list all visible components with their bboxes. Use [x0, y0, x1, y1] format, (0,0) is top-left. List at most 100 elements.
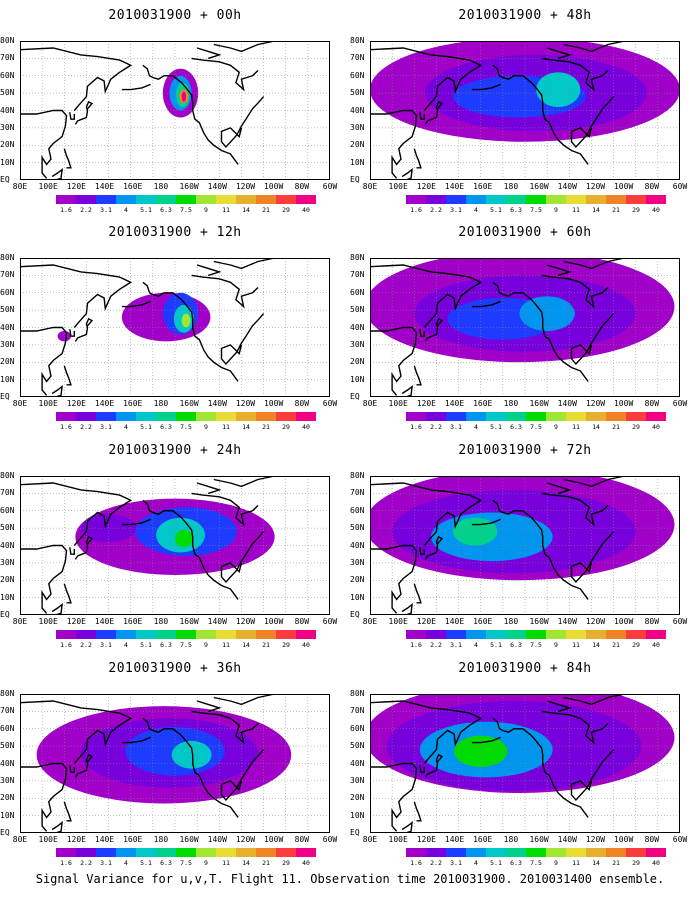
colorbar-swatch [236, 412, 256, 421]
colorbar-label: 1.6 [410, 641, 422, 649]
colorbar-label: 7.5 [530, 859, 542, 867]
lat-label: EQ [0, 610, 10, 619]
lat-label: EQ [350, 392, 360, 401]
colorbar-label: 1.6 [410, 859, 422, 867]
lat-label: 10N [350, 592, 365, 602]
forecast-panel-72h: 2010031900 + 72h 80N 70N 60N 50N 40N 30N 20N 10N… [350, 435, 690, 650]
colorbar-label: 9 [204, 641, 208, 649]
coastline [419, 329, 425, 337]
colorbar-label: 4 [124, 859, 128, 867]
colorbar [56, 412, 316, 421]
colorbar-label: 5.1 [490, 859, 502, 867]
colorbar-label: 29 [282, 641, 290, 649]
coastline [19, 482, 133, 546]
lon-label: 80W [644, 835, 660, 844]
lat-label: 80N [0, 36, 15, 45]
coastline [213, 693, 275, 706]
coastline [419, 765, 425, 773]
colorbar-swatch [506, 848, 526, 857]
map-canvas [19, 693, 331, 834]
coastline [546, 482, 572, 495]
colorbar-label: 1.6 [60, 641, 72, 649]
lon-label: 160W [179, 835, 199, 844]
colorbar-label: 4 [124, 206, 128, 214]
colorbar-label: 1.6 [410, 206, 422, 214]
coastline [191, 57, 259, 92]
colorbar-swatch [466, 412, 486, 421]
colorbar-swatch [606, 195, 626, 204]
lat-label: 20N [0, 357, 15, 367]
colorbar [406, 630, 666, 639]
lat-label: 30N [350, 775, 365, 785]
colorbar-swatch [426, 630, 446, 639]
lon-label: 120W [235, 399, 256, 408]
colorbar-label: 14 [592, 206, 600, 214]
colorbar-swatch [196, 412, 216, 421]
colorbar-swatch [116, 848, 136, 857]
lat-label: 60N [350, 505, 365, 515]
lon-label: 140E [444, 182, 465, 191]
colorbar-swatch [76, 630, 96, 639]
lon-label: 140W [557, 835, 577, 844]
colorbar-swatch [156, 195, 176, 204]
lon-label: 160W [179, 399, 199, 408]
colorbar-label: 1.6 [60, 423, 72, 431]
variance-shading [453, 517, 498, 546]
map-frame [370, 258, 680, 397]
colorbar-swatch [426, 848, 446, 857]
colorbar-swatch [76, 412, 96, 421]
colorbar-label: 2.2 [80, 206, 92, 214]
colorbar-label: 9 [554, 641, 558, 649]
lon-label: 140E [444, 617, 465, 626]
coastline [413, 148, 422, 169]
colorbar-label: 3.1 [100, 423, 112, 431]
forecast-panel-48h: 2010031900 + 48h 80N 70N 60N 50N 40N 30N 20N 10N… [350, 0, 690, 215]
coastline [191, 492, 259, 527]
colorbar-label: 4 [474, 423, 478, 431]
lat-label: 10N [350, 374, 365, 384]
coastline [121, 300, 151, 308]
coastline [51, 168, 64, 181]
coastline [471, 736, 501, 744]
map-frame [370, 694, 680, 833]
lon-label: 160W [529, 182, 549, 191]
coastline [541, 274, 609, 309]
colorbar-swatch [566, 630, 586, 639]
map-frame [20, 476, 330, 615]
colorbar-label: 3.1 [450, 423, 462, 431]
colorbar-label: 14 [592, 423, 600, 431]
colorbar-label: 40 [302, 423, 310, 431]
coastline [220, 531, 265, 584]
lon-label: 60W [672, 617, 688, 626]
lat-label: 70N [0, 706, 15, 716]
map-plot [19, 257, 331, 398]
lon-label: 160W [179, 182, 199, 191]
lon-label: 100E [38, 835, 58, 844]
colorbar [406, 195, 666, 204]
colorbar-swatch [506, 195, 526, 204]
lon-label: 140W [207, 399, 227, 408]
colorbar-label: 3.1 [450, 641, 462, 649]
lon-label: 120E [416, 617, 436, 626]
colorbar-swatch [466, 195, 486, 204]
colorbar-swatch [176, 412, 196, 421]
colorbar-swatch [486, 412, 506, 421]
colorbar-label: 29 [282, 206, 290, 214]
colorbar-label: 21 [262, 423, 270, 431]
lat-label: 30N [0, 557, 15, 567]
panel-title: 2010031900 + 48h [458, 8, 592, 23]
colorbar-label: 29 [282, 859, 290, 867]
coastline [220, 313, 265, 366]
forecast-panel-12h: 2010031900 + 12h 80N 70N 60N 50N 40N 30N 20N 10N… [0, 217, 340, 432]
lat-label: 70N [350, 488, 365, 498]
variance-shading [181, 91, 187, 102]
lat-label: 60N [350, 287, 365, 297]
lon-label: 180 [503, 182, 519, 191]
lat-label: 30N [0, 122, 15, 132]
colorbar-label: 7.5 [180, 206, 192, 214]
lat-label: 80N [350, 471, 365, 480]
lon-label: 100E [38, 399, 58, 408]
coastline [20, 544, 68, 614]
lon-label: 120E [416, 182, 436, 191]
coastline [74, 317, 94, 342]
